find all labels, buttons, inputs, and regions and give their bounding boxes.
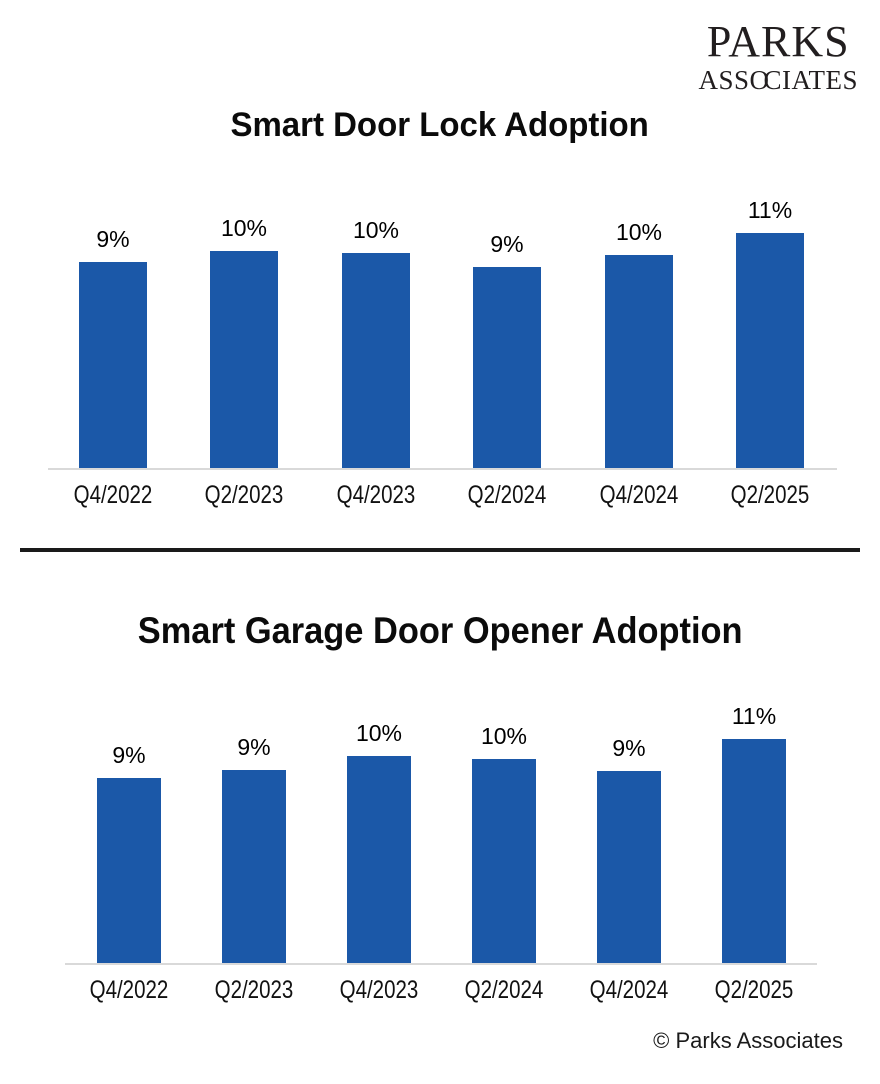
- bar-value-label: 10%: [220, 215, 268, 241]
- x-axis-tick-label: Q4/2023: [339, 976, 419, 1004]
- bar-value-label: 9%: [490, 231, 524, 257]
- parks-associates-logo: PARKS ASSOCIATES: [698, 20, 858, 94]
- bar-Q4-2024: [605, 255, 673, 468]
- x-axis-tick-label: Q4/2022: [89, 976, 169, 1004]
- x-axis-tick-label: Q2/2024: [464, 976, 544, 1004]
- bar-Q2-2023: [222, 770, 286, 963]
- section-divider: [20, 548, 860, 552]
- bar-value-label: 10%: [355, 720, 403, 746]
- x-axis-tick-label: Q2/2025: [714, 976, 794, 1004]
- bar-value-label: 9%: [96, 226, 130, 252]
- x-axis-tick-label: Q2/2025: [730, 481, 810, 509]
- bar-value-label: 10%: [352, 217, 400, 243]
- x-axis-tick-label: Q4/2024: [599, 481, 679, 509]
- x-axis-tick-label: Q2/2023: [204, 481, 284, 509]
- bar-value-label: 9%: [112, 742, 146, 768]
- logo-parks-text: PARKS: [706, 17, 850, 66]
- bar-value-label: 11%: [747, 197, 793, 223]
- bar-value-label: 11%: [731, 703, 777, 729]
- bar-Q4-2022: [97, 778, 161, 963]
- bar-value-label: 9%: [612, 735, 646, 761]
- bar-Q2-2025: [722, 739, 786, 963]
- plot-area-garage-door: 9% Q4/2022 9% Q2/2023 10% Q4/2023 10% Q2/2024 9%…: [65, 703, 817, 1004]
- bar-Q4-2023: [342, 253, 410, 468]
- bar-Q2-2025: [736, 233, 804, 468]
- x-axis-tick-label: Q4/2023: [336, 481, 416, 509]
- x-axis-line: [65, 963, 817, 965]
- chart-title-garage-door: Smart Garage Door Opener Adoption: [137, 610, 743, 651]
- bar-Q2-2023: [210, 251, 278, 468]
- bar-value-label: 9%: [237, 734, 271, 760]
- bar-value-label: 10%: [480, 723, 528, 749]
- bar-Q4-2022: [79, 262, 147, 468]
- logo-associates-text: ASSOCIATES: [698, 65, 858, 95]
- bar-Q4-2024: [597, 771, 661, 963]
- chart-title-door-lock: Smart Door Lock Adoption: [230, 106, 650, 144]
- logo-oc-ligature: CIATES: [763, 65, 858, 95]
- x-axis-tick-label: Q4/2024: [589, 976, 669, 1004]
- copyright-text: © Parks Associates: [653, 1028, 843, 1053]
- x-axis-tick-label: Q2/2024: [467, 481, 547, 509]
- x-axis-tick-label: Q4/2022: [73, 481, 153, 509]
- bar-value-label: 10%: [615, 219, 663, 245]
- bar-Q4-2023: [347, 756, 411, 963]
- x-axis-line: [48, 468, 837, 470]
- x-axis-tick-label: Q2/2023: [214, 976, 294, 1004]
- bar-Q2-2024: [472, 759, 536, 963]
- plot-area-door-lock: 9% Q4/2022 10% Q2/2023 10% Q4/2023 9% Q2/2024 10…: [48, 197, 837, 509]
- bar-Q2-2024: [473, 267, 541, 468]
